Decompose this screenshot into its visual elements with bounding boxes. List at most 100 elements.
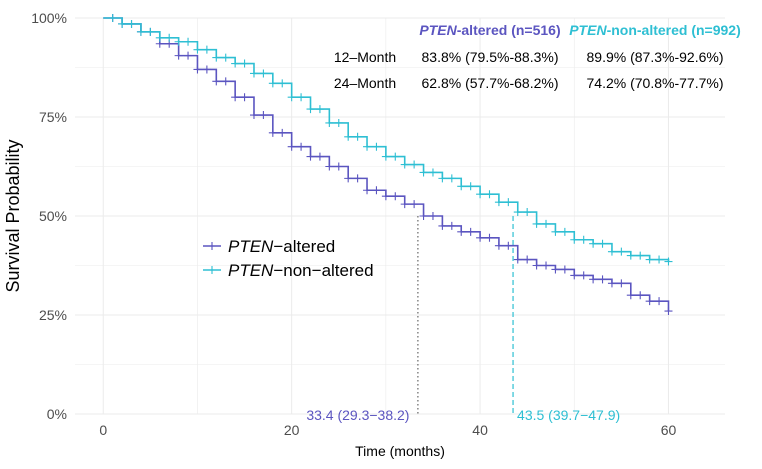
legend-label-nonaltered: PTEN−non−altered <box>228 261 374 280</box>
censor-mark <box>570 271 579 280</box>
censor-mark <box>438 221 447 230</box>
censor-mark <box>466 182 475 191</box>
censor-mark <box>579 235 588 244</box>
censor-mark <box>645 297 654 306</box>
censor-mark <box>249 111 258 120</box>
table-header-nonaltered: PTEN-non-altered (n=992) <box>569 22 741 38</box>
censor-mark <box>221 53 230 62</box>
censor-mark <box>542 261 551 270</box>
censor-mark <box>466 227 475 236</box>
censor-mark <box>306 152 315 161</box>
grid-lines <box>75 17 725 415</box>
censor-mark <box>476 190 485 199</box>
censor-mark <box>334 118 343 127</box>
median-label-nonaltered: 43.5 (39.7−47.9) <box>517 407 620 423</box>
x-tick-label: 40 <box>472 422 488 438</box>
table-cell-nonaltered: 89.9% (87.3%-92.6%) <box>587 49 724 65</box>
legend-marker-altered <box>203 242 221 250</box>
censor-mark <box>664 257 673 266</box>
censor-mark <box>617 279 626 288</box>
censor-mark <box>315 152 324 161</box>
censor-mark <box>410 200 419 209</box>
censor-mark <box>325 162 334 171</box>
censor-mark <box>334 162 343 171</box>
table-row-label: 12–Month <box>334 49 396 65</box>
censor-mark <box>372 142 381 151</box>
censor-mark <box>494 241 503 250</box>
censor-mark <box>278 128 287 137</box>
censor-mark <box>551 265 560 274</box>
censor-mark <box>221 77 230 86</box>
censor-mark <box>174 51 183 60</box>
censor-mark <box>325 118 334 127</box>
x-tick-label: 20 <box>284 422 300 438</box>
censor-mark <box>344 174 353 183</box>
censor-mark <box>570 235 579 244</box>
censor-mark <box>636 251 645 260</box>
censor-mark <box>278 79 287 88</box>
legend: PTEN−altered PTEN−non−altered <box>203 237 374 280</box>
legend-cross-altered <box>208 242 216 250</box>
censor-mark <box>212 53 221 62</box>
y-axis-title: Survival Probability <box>3 139 23 292</box>
censor-mark <box>476 233 485 242</box>
censor-mark <box>598 239 607 248</box>
censor-mark <box>645 255 654 264</box>
censor-mark <box>626 251 635 260</box>
censor-mark <box>589 275 598 284</box>
censor-mark <box>626 291 635 300</box>
censor-mark <box>391 152 400 161</box>
censor-mark <box>381 192 390 201</box>
censor-mark <box>410 160 419 169</box>
censor-mark <box>391 192 400 201</box>
censor-mark <box>240 93 249 102</box>
censor-mark <box>607 247 616 256</box>
table-row-label: 24–Month <box>334 75 396 91</box>
censor-mark <box>202 65 211 74</box>
censor-mark <box>400 160 409 169</box>
censor-mark <box>457 182 466 191</box>
censor-mark <box>400 200 409 209</box>
censor-mark <box>457 227 466 236</box>
censor-mark <box>231 59 240 68</box>
censor-mark <box>617 247 626 256</box>
censor-mark <box>287 93 296 102</box>
censor-mark <box>589 239 598 248</box>
censor-mark <box>108 14 117 22</box>
censor-mark <box>165 33 174 42</box>
axis-ticks: 0 20 40 60 0% 25% 50% 75% 100% <box>31 10 676 438</box>
censor-mark <box>231 93 240 102</box>
censor-mark <box>655 297 664 306</box>
censor-mark <box>174 37 183 46</box>
censor-mark <box>146 27 155 36</box>
censor-mark <box>363 142 372 151</box>
censor-mark <box>127 19 136 28</box>
censor-mark <box>513 208 522 217</box>
censor-mark <box>655 255 664 264</box>
censor-mark <box>523 208 532 217</box>
censor-mark <box>532 261 541 270</box>
censor-mark <box>202 45 211 54</box>
table-header-altered: PTEN-altered (n=516) <box>419 22 560 38</box>
survival-curves <box>103 14 673 316</box>
y-tick-label: 100% <box>31 10 67 26</box>
censor-mark <box>560 227 569 236</box>
y-tick-label: 50% <box>39 208 67 224</box>
legend-cross-nonaltered <box>208 266 216 274</box>
y-tick-label: 0% <box>47 406 67 422</box>
censor-mark <box>344 132 353 141</box>
censor-mark <box>353 174 362 183</box>
censor-mark <box>353 132 362 141</box>
censor-mark <box>513 255 522 264</box>
censor-mark <box>259 111 268 120</box>
censor-mark <box>287 142 296 151</box>
censor-mark <box>372 186 381 195</box>
censor-mark <box>438 174 447 183</box>
censor-mark <box>249 69 258 78</box>
censor-mark <box>485 233 494 242</box>
censor-mark <box>664 307 673 316</box>
y-tick-label: 75% <box>39 109 67 125</box>
censor-mark <box>523 255 532 264</box>
censor-mark <box>504 241 513 250</box>
